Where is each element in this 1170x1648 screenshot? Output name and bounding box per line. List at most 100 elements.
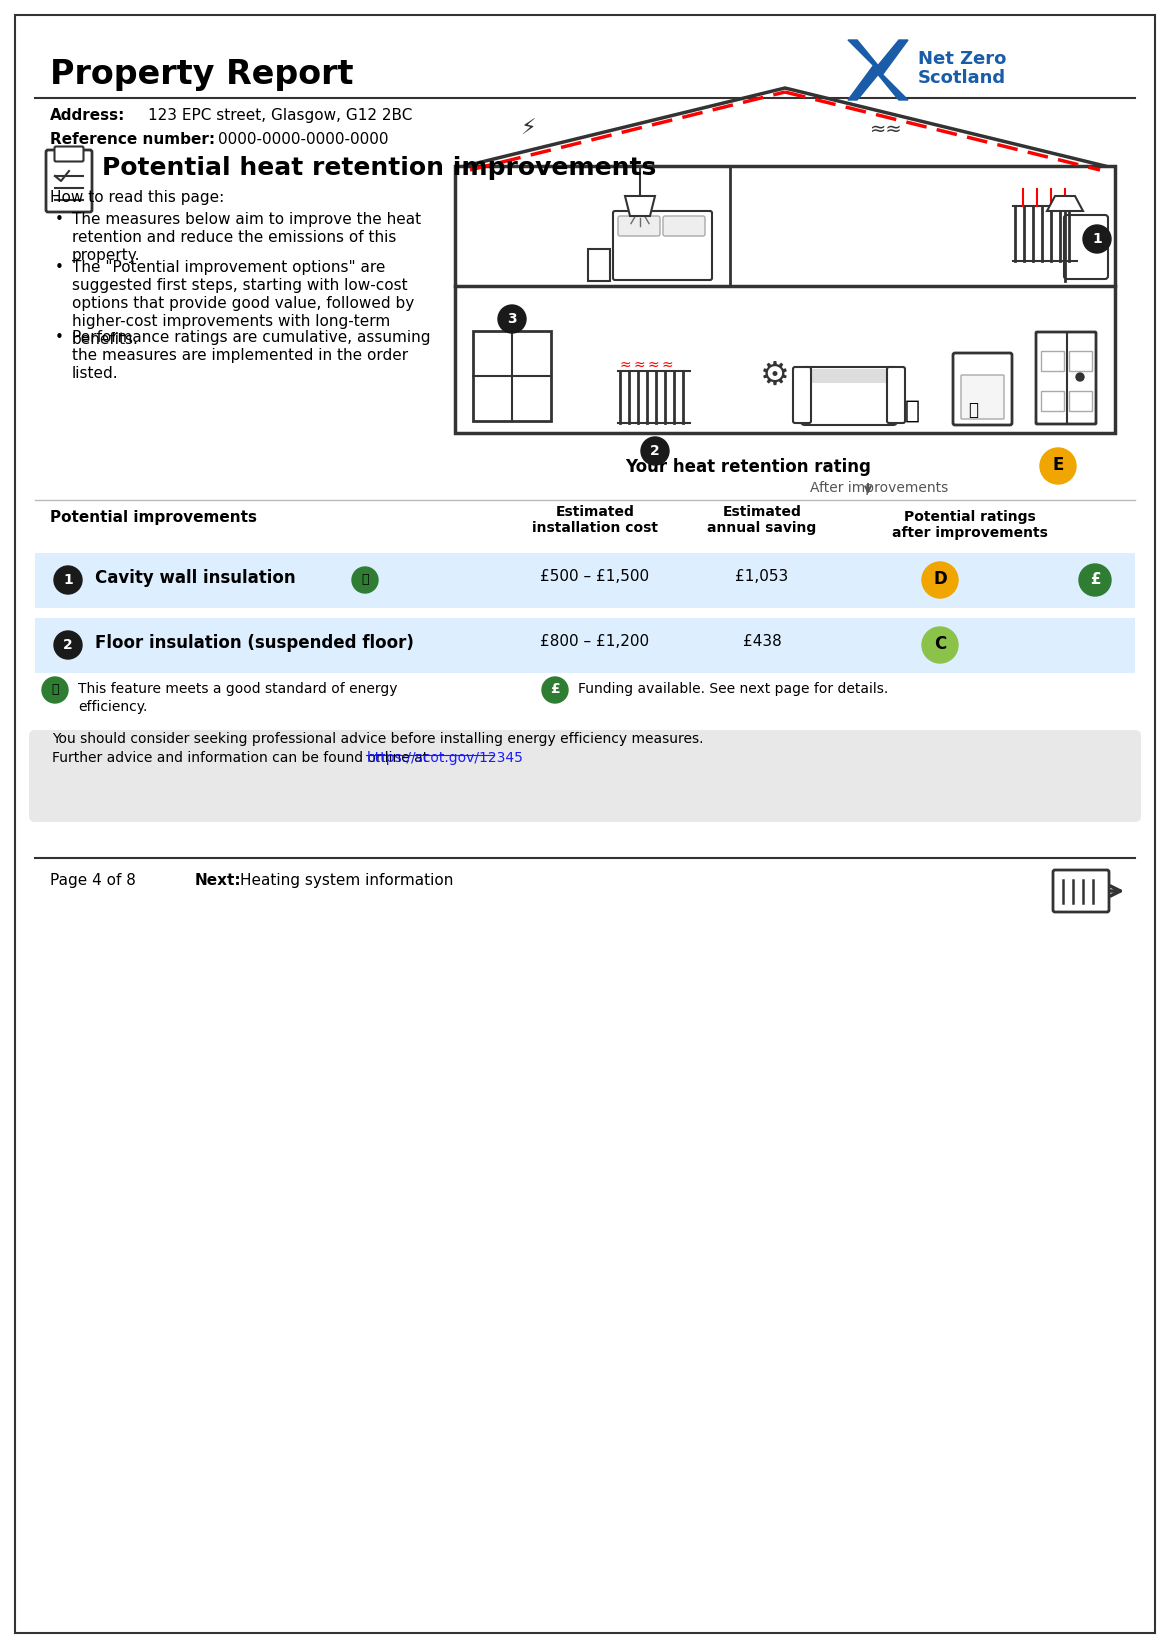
Text: Net Zero: Net Zero xyxy=(918,49,1006,68)
Text: the measures are implemented in the order: the measures are implemented in the orde… xyxy=(73,348,408,363)
Text: listed.: listed. xyxy=(73,366,118,381)
Bar xyxy=(805,369,893,382)
Text: Scotland: Scotland xyxy=(918,69,1006,87)
Circle shape xyxy=(1040,448,1076,485)
Bar xyxy=(1069,391,1092,410)
Bar xyxy=(473,331,551,420)
Bar xyxy=(589,249,610,282)
Text: Page 4 of 8: Page 4 of 8 xyxy=(50,873,136,888)
FancyBboxPatch shape xyxy=(29,730,1141,822)
Circle shape xyxy=(54,631,82,659)
Text: £438: £438 xyxy=(743,634,782,649)
Text: £800 – £1,200: £800 – £1,200 xyxy=(541,634,649,649)
Circle shape xyxy=(352,567,378,593)
Text: 3: 3 xyxy=(507,311,517,326)
Text: •: • xyxy=(55,213,64,227)
Text: Heating system information: Heating system information xyxy=(240,873,454,888)
Text: ⚙: ⚙ xyxy=(760,359,790,392)
FancyBboxPatch shape xyxy=(887,368,906,424)
Text: Cavity wall insulation: Cavity wall insulation xyxy=(95,569,296,587)
Text: Reference number:: Reference number: xyxy=(50,132,215,147)
FancyBboxPatch shape xyxy=(1053,870,1109,911)
Text: suggested first steps, starting with low-cost: suggested first steps, starting with low… xyxy=(73,279,407,293)
Text: 2: 2 xyxy=(63,638,73,653)
Text: Potential improvements: Potential improvements xyxy=(50,509,257,526)
Text: 0000-0000-0000-0000: 0000-0000-0000-0000 xyxy=(218,132,388,147)
Text: 🍃: 🍃 xyxy=(362,572,369,585)
Text: £500 – £1,500: £500 – £1,500 xyxy=(541,569,649,583)
Text: https://scot.gov/12345: https://scot.gov/12345 xyxy=(366,751,523,765)
Text: Your heat retention rating: Your heat retention rating xyxy=(625,458,870,476)
FancyBboxPatch shape xyxy=(55,147,83,162)
Text: 123 EPC street, Glasgow, G12 2BC: 123 EPC street, Glasgow, G12 2BC xyxy=(147,109,412,124)
FancyBboxPatch shape xyxy=(793,368,811,424)
Circle shape xyxy=(922,626,958,662)
Bar xyxy=(35,554,1135,608)
Text: Estimated
annual saving: Estimated annual saving xyxy=(708,504,817,536)
Circle shape xyxy=(641,437,669,465)
Text: ≈: ≈ xyxy=(634,358,646,372)
Text: 2: 2 xyxy=(651,443,660,458)
Text: higher-cost improvements with long-term: higher-cost improvements with long-term xyxy=(73,315,391,330)
Bar xyxy=(1041,351,1064,371)
Text: 🔥: 🔥 xyxy=(968,400,978,419)
FancyBboxPatch shape xyxy=(1064,214,1108,279)
FancyBboxPatch shape xyxy=(1035,331,1096,424)
Text: Further advice and information can be found online at: Further advice and information can be fo… xyxy=(51,751,433,765)
Polygon shape xyxy=(848,40,908,101)
Circle shape xyxy=(1076,372,1083,381)
Circle shape xyxy=(498,305,526,333)
Polygon shape xyxy=(625,196,655,216)
Text: ≈: ≈ xyxy=(648,358,660,372)
Text: £: £ xyxy=(1089,572,1100,587)
Text: Performance ratings are cumulative, assuming: Performance ratings are cumulative, assu… xyxy=(73,330,431,344)
Text: £: £ xyxy=(550,682,559,695)
Circle shape xyxy=(54,565,82,593)
FancyBboxPatch shape xyxy=(801,368,897,425)
Text: E: E xyxy=(1052,456,1064,475)
Text: After improvements: After improvements xyxy=(810,481,948,494)
Text: You should consider seeking professional advice before installing energy efficie: You should consider seeking professional… xyxy=(51,732,703,747)
Text: How to read this page:: How to read this page: xyxy=(50,190,225,204)
FancyBboxPatch shape xyxy=(618,216,660,236)
Circle shape xyxy=(542,677,567,704)
Text: C: C xyxy=(934,634,947,653)
Circle shape xyxy=(922,562,958,598)
Text: 1: 1 xyxy=(1092,232,1102,246)
Bar xyxy=(1041,391,1064,410)
Text: retention and reduce the emissions of this: retention and reduce the emissions of th… xyxy=(73,231,397,246)
Text: ≈: ≈ xyxy=(620,358,632,372)
Bar xyxy=(455,166,1115,433)
Text: The "Potential improvement options" are: The "Potential improvement options" are xyxy=(73,260,385,275)
FancyBboxPatch shape xyxy=(954,353,1012,425)
Text: £1,053: £1,053 xyxy=(736,569,789,583)
Text: Potential heat retention improvements: Potential heat retention improvements xyxy=(102,157,656,180)
Text: benefits.: benefits. xyxy=(73,331,139,348)
Text: ≈≈: ≈≈ xyxy=(870,120,903,138)
Text: Potential ratings
after improvements: Potential ratings after improvements xyxy=(892,509,1048,541)
Text: Estimated
installation cost: Estimated installation cost xyxy=(532,504,658,536)
FancyBboxPatch shape xyxy=(613,211,713,280)
Circle shape xyxy=(42,677,68,704)
Text: property.: property. xyxy=(73,247,140,264)
Text: •: • xyxy=(55,330,64,344)
Text: 1: 1 xyxy=(63,574,73,587)
FancyBboxPatch shape xyxy=(961,376,1004,419)
Bar xyxy=(35,618,1135,672)
Text: ≈: ≈ xyxy=(662,358,674,372)
Circle shape xyxy=(1083,226,1112,254)
Text: The measures below aim to improve the heat: The measures below aim to improve the he… xyxy=(73,213,421,227)
Circle shape xyxy=(1079,564,1112,597)
Text: Floor insulation (suspended floor): Floor insulation (suspended floor) xyxy=(95,634,414,653)
Text: ⚡: ⚡ xyxy=(519,119,536,138)
Text: D: D xyxy=(934,570,947,588)
Text: options that provide good value, followed by: options that provide good value, followe… xyxy=(73,297,414,311)
Text: Next:: Next: xyxy=(195,873,242,888)
FancyBboxPatch shape xyxy=(46,150,92,213)
Bar xyxy=(1069,351,1092,371)
Text: Address:: Address: xyxy=(50,109,125,124)
Text: 🍃: 🍃 xyxy=(51,682,58,695)
Text: This feature meets a good standard of energy: This feature meets a good standard of en… xyxy=(78,682,398,695)
FancyBboxPatch shape xyxy=(663,216,706,236)
Text: Funding available. See next page for details.: Funding available. See next page for det… xyxy=(578,682,888,695)
